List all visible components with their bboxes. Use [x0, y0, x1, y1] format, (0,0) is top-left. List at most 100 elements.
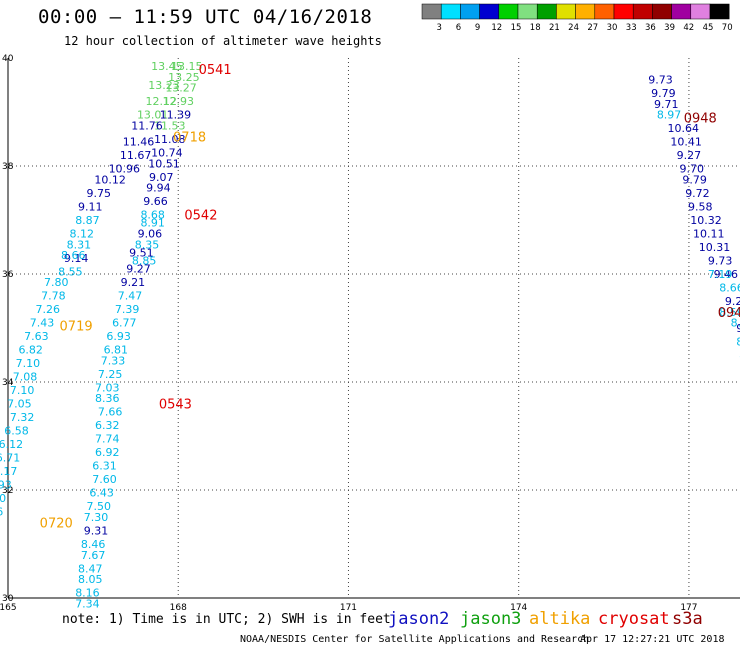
- data-point-label: 9.73: [648, 74, 673, 87]
- footnote: note: 1) Time is in UTC; 2) SWH is in fe…: [62, 612, 391, 627]
- data-point-label: 13.01: [137, 109, 169, 122]
- data-point-label: 9.66: [143, 195, 168, 208]
- data-point-label: 8.97: [657, 109, 682, 122]
- data-point-label: 8.31: [67, 238, 92, 251]
- data-point-label: 6.31: [92, 460, 117, 473]
- colorbar-label: 24: [568, 23, 579, 33]
- track-time-label: 0718: [173, 130, 206, 145]
- data-point-label: 8.16: [75, 587, 100, 600]
- data-point-label: 9.11: [78, 201, 103, 214]
- data-point-label: 8.66: [61, 249, 86, 262]
- data-point-label: 13.25: [168, 71, 200, 84]
- data-point-label: 9.94: [146, 182, 171, 195]
- track-time-label: 0720: [40, 516, 73, 531]
- track-time-label: 0542: [184, 209, 217, 224]
- data-point-label: 7.67: [81, 549, 106, 562]
- data-point-label: 9.27: [725, 295, 740, 308]
- data-point-label: 9.79: [651, 87, 676, 100]
- data-point-label: 10.51: [148, 157, 180, 170]
- data-point-label: 7.30: [84, 511, 109, 524]
- colorbar-label: 27: [587, 23, 598, 33]
- data-point-label: 7.05: [7, 398, 32, 411]
- data-point-label: 6.81: [104, 344, 129, 357]
- colorbar-swatch: [632, 3, 653, 20]
- colorbar-label: 45: [703, 23, 714, 33]
- data-point-label: 10.32: [690, 214, 722, 227]
- x-tick-label: 174: [510, 603, 527, 613]
- data-point-label: 7.60: [92, 473, 117, 486]
- data-point-label: 9.26: [736, 322, 740, 335]
- data-point-label: 13.23: [148, 79, 180, 92]
- data-point-label: 9.58: [688, 201, 713, 214]
- data-point-label: 13.45: [151, 60, 183, 73]
- data-point-label: 10.41: [670, 136, 702, 149]
- y-tick-label: 40: [2, 54, 14, 64]
- data-point-label: 7.66: [98, 406, 123, 419]
- colorbar-label: 21: [549, 23, 560, 33]
- data-point-label: 8.87: [75, 214, 100, 227]
- chart-subtitle: 12 hour collection of altimeter wave hei…: [64, 34, 382, 48]
- data-point-label: 6.17: [0, 465, 17, 478]
- legend-jason3: jason3: [460, 609, 522, 629]
- track-time-label: 0541: [199, 63, 232, 78]
- data-point-label: 6.43: [89, 487, 114, 500]
- colorbar-swatch: [460, 3, 480, 20]
- colorbar-swatch: [575, 3, 596, 20]
- data-point-label: 9.27: [126, 263, 151, 276]
- data-point-label: 9.07: [149, 171, 174, 184]
- colorbar-label: 70: [722, 23, 733, 33]
- data-point-label: 7.78: [41, 290, 66, 303]
- data-point-label: 6.12: [0, 438, 23, 451]
- data-point-label: 7.47: [118, 290, 143, 303]
- data-point-label: 9.73: [708, 255, 733, 268]
- data-point-label: 9.72: [685, 187, 710, 200]
- data-point-label: 8.85: [132, 255, 157, 268]
- data-point-label: 10.64: [668, 122, 700, 135]
- data-point-label: 9.70: [680, 163, 705, 176]
- data-point-label: 11.08: [154, 133, 186, 146]
- colorbar-label: 36: [645, 23, 656, 33]
- data-point-label: 7.39: [115, 303, 140, 316]
- colorbar-label: 6: [456, 23, 461, 33]
- data-point-label: 6.93: [106, 330, 131, 343]
- data-point-label: 9.21: [121, 276, 146, 289]
- data-point-label: 8.05: [78, 573, 103, 586]
- data-point-label: 7.74: [95, 433, 120, 446]
- colorbar-swatch: [556, 3, 576, 20]
- data-point-label: 6.71: [0, 452, 20, 465]
- x-tick-label: 165: [0, 603, 17, 613]
- data-point-label: 12.93: [162, 95, 194, 108]
- data-point-label: 9.51: [129, 246, 154, 259]
- colorbar-swatch: [479, 3, 500, 20]
- data-point-label: 7.33: [101, 354, 126, 367]
- data-point-label: 8.35: [135, 238, 160, 251]
- colorbar-swatch: [671, 3, 692, 20]
- chart-title: 00:00 – 11:59 UTC 04/16/2018: [38, 6, 373, 28]
- data-point-label: 5.96: [0, 506, 3, 519]
- colorbar-swatch: [709, 3, 730, 20]
- y-tick-label: 30: [2, 594, 14, 604]
- data-point-label: 10.96: [109, 163, 141, 176]
- colorbar-swatch: [613, 3, 634, 20]
- data-point-label: 10.74: [151, 147, 183, 160]
- credit-line: NOAA/NESDIS Center for Satellite Applica…: [240, 634, 590, 645]
- data-point-label: 7.50: [87, 500, 112, 513]
- colorbar-label: 30: [607, 23, 618, 33]
- data-point-label: 8.12: [70, 228, 95, 241]
- data-point-label: 11.53: [154, 120, 186, 133]
- legend-altika: altika: [529, 609, 591, 629]
- data-point-label: 7.10: [10, 384, 35, 397]
- data-point-label: 8.36: [95, 392, 120, 405]
- colorbar-swatch: [517, 3, 538, 20]
- data-point-label: 13.15: [171, 60, 203, 73]
- colorbar-swatch: [594, 3, 615, 20]
- track-time-label: 0543: [159, 398, 192, 413]
- data-point-label: 7.43: [30, 317, 55, 330]
- data-point-label: 8.55: [58, 265, 83, 278]
- data-point-label: 8.61: [736, 336, 740, 349]
- generated-timestamp: Apr 17 12:27:21 UTC 2018: [580, 634, 725, 645]
- colorbar-label: 42: [683, 23, 694, 33]
- data-point-label: 7.08: [13, 371, 38, 384]
- colorbar-swatch: [498, 3, 519, 20]
